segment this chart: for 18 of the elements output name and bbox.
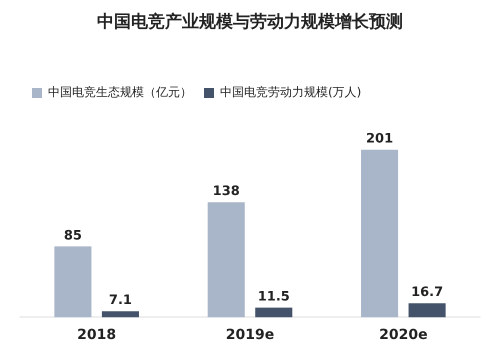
- data-label: 201: [366, 132, 394, 147]
- bar: [54, 246, 92, 318]
- bar: [408, 303, 446, 318]
- data-label: 85: [64, 228, 82, 244]
- legend-label: 中国电竞生态规模（亿元）: [48, 85, 192, 100]
- bar: [361, 150, 398, 318]
- bar: [102, 311, 139, 318]
- x-tick-label: 2020e: [379, 327, 428, 344]
- x-tick-label: 2018: [77, 327, 116, 344]
- data-label: 7.1: [108, 293, 132, 308]
- data-label: 138: [212, 184, 240, 200]
- chart-title: 中国电竞产业规模与劳动力规模增长预测: [96, 11, 404, 33]
- data-label: 16.7: [411, 285, 444, 300]
- bar: [255, 308, 292, 318]
- legend-label: 中国电竞劳动力规模(万人): [220, 85, 362, 100]
- x-tick-label: 2019e: [226, 327, 274, 344]
- bar: [208, 202, 245, 318]
- data-label: 11.5: [258, 290, 290, 304]
